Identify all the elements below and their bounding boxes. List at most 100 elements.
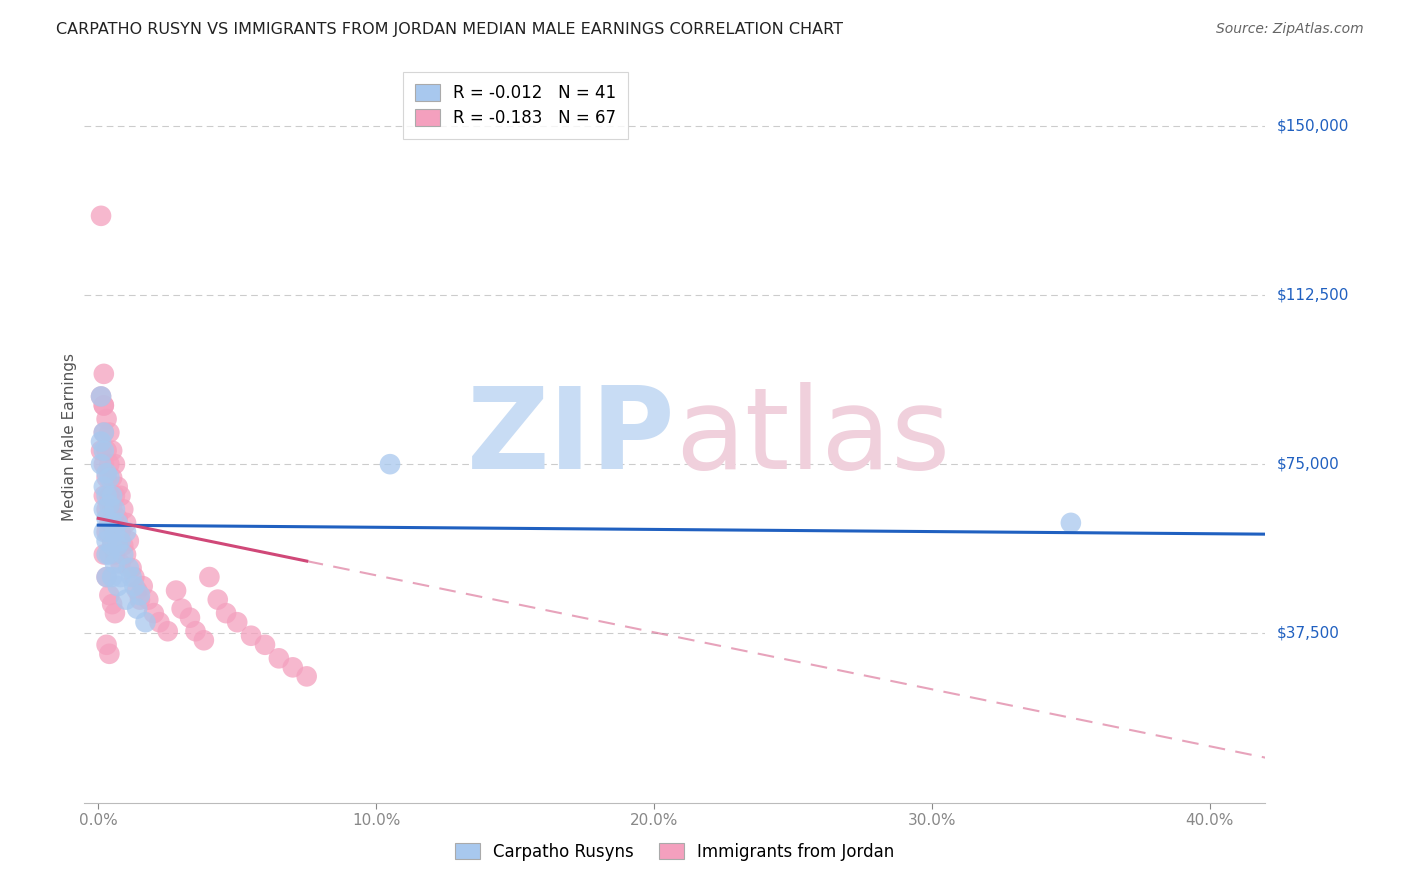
Text: atlas: atlas [675, 382, 950, 492]
Point [101, 538, 124, 552]
Point [127, 583, 149, 598]
Point [96, 511, 118, 525]
Point [98, 647, 121, 661]
Point [93, 548, 115, 562]
Point [96, 489, 118, 503]
Point [101, 471, 124, 485]
Point [93, 489, 115, 503]
Point [93, 502, 115, 516]
Point [107, 579, 129, 593]
Point [240, 629, 263, 643]
Point [98, 588, 121, 602]
Point [107, 538, 129, 552]
Point [118, 561, 141, 575]
Point [121, 561, 143, 575]
Point [101, 597, 124, 611]
Point [104, 489, 127, 503]
Point [96, 638, 118, 652]
Point [101, 516, 124, 530]
Point [295, 669, 318, 683]
Point [101, 489, 124, 503]
Point [112, 548, 135, 562]
Point [226, 615, 249, 630]
Point [104, 557, 127, 571]
Point [1060, 516, 1083, 530]
Point [96, 548, 118, 562]
Point [115, 548, 138, 562]
Point [90, 389, 112, 403]
Point [101, 443, 124, 458]
Point [193, 633, 215, 648]
Point [124, 570, 146, 584]
Point [96, 570, 118, 584]
Point [90, 457, 112, 471]
Text: CARPATHO RUSYN VS IMMIGRANTS FROM JORDAN MEDIAN MALE EARNINGS CORRELATION CHART: CARPATHO RUSYN VS IMMIGRANTS FROM JORDAN… [56, 22, 844, 37]
Point [107, 480, 129, 494]
Point [121, 570, 143, 584]
Point [104, 524, 127, 539]
Y-axis label: Median Male Earnings: Median Male Earnings [62, 353, 77, 521]
Point [104, 502, 127, 516]
Point [96, 570, 118, 584]
Text: Source: ZipAtlas.com: Source: ZipAtlas.com [1216, 22, 1364, 37]
Point [96, 524, 118, 539]
Point [104, 457, 127, 471]
Point [110, 570, 132, 584]
Point [142, 606, 165, 620]
Point [110, 557, 132, 571]
Point [110, 524, 132, 539]
Point [104, 606, 127, 620]
Point [90, 443, 112, 458]
Point [118, 533, 141, 548]
Point [98, 548, 121, 562]
Point [215, 606, 238, 620]
Text: $75,000: $75,000 [1277, 457, 1340, 472]
Point [281, 660, 304, 674]
Point [96, 412, 118, 426]
Point [93, 480, 115, 494]
Point [93, 524, 115, 539]
Point [96, 533, 118, 548]
Point [93, 425, 115, 440]
Point [90, 209, 112, 223]
Point [110, 533, 132, 548]
Point [90, 434, 112, 449]
Point [198, 570, 221, 584]
Text: ZIP: ZIP [467, 382, 675, 492]
Point [107, 538, 129, 552]
Point [124, 579, 146, 593]
Text: $112,500: $112,500 [1277, 287, 1348, 302]
Point [98, 498, 121, 512]
Point [253, 638, 276, 652]
Point [115, 516, 138, 530]
Point [148, 615, 170, 630]
Text: $37,500: $37,500 [1277, 626, 1340, 641]
Point [115, 592, 138, 607]
Point [115, 524, 138, 539]
Point [132, 579, 155, 593]
Text: $150,000: $150,000 [1277, 118, 1348, 133]
Point [112, 538, 135, 552]
Point [98, 471, 121, 485]
Point [101, 502, 124, 516]
Point [104, 548, 127, 562]
Point [101, 570, 124, 584]
Point [134, 615, 156, 630]
Point [136, 592, 159, 607]
Point [93, 399, 115, 413]
Point [179, 610, 201, 624]
Point [127, 601, 149, 615]
Point [110, 489, 132, 503]
Point [96, 466, 118, 480]
Point [96, 502, 118, 516]
Point [93, 443, 115, 458]
Point [378, 457, 401, 471]
Point [129, 592, 152, 607]
Point [98, 524, 121, 539]
Point [98, 489, 121, 503]
Legend: Carpatho Rusyns, Immigrants from Jordan: Carpatho Rusyns, Immigrants from Jordan [449, 837, 901, 868]
Point [93, 367, 115, 381]
Point [184, 624, 207, 639]
Point [93, 457, 115, 471]
Point [129, 588, 152, 602]
